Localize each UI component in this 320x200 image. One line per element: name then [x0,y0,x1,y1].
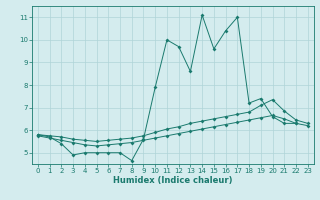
X-axis label: Humidex (Indice chaleur): Humidex (Indice chaleur) [113,176,233,185]
